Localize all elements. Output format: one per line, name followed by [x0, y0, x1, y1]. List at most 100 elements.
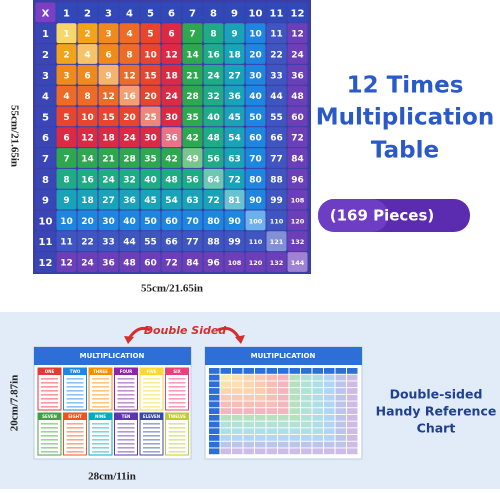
mini-cell — [255, 401, 266, 408]
product: 15 — [144, 71, 157, 81]
product: 7 — [63, 155, 69, 165]
mini-line — [66, 394, 84, 396]
header-cell — [287, 2, 308, 23]
cell — [77, 168, 98, 189]
mini-cell — [289, 381, 300, 388]
row-label: 6 — [42, 133, 49, 144]
mini-cell — [209, 388, 220, 394]
mini-cell — [278, 408, 289, 414]
product: 4 — [63, 92, 69, 102]
cell — [56, 231, 77, 252]
product: 60 — [249, 134, 262, 144]
product: 90 — [228, 217, 241, 227]
title-line: Table — [371, 138, 439, 164]
mini-line — [117, 439, 135, 441]
product: 72 — [207, 196, 220, 206]
mini-cell — [266, 414, 277, 421]
mini-cell — [347, 441, 358, 448]
mini-line — [143, 398, 160, 400]
mini-cell — [324, 421, 335, 428]
arrow-head — [124, 336, 134, 344]
product: 40 — [249, 92, 262, 102]
cell — [98, 23, 119, 44]
product: 72 — [291, 134, 304, 144]
mini-table-label: NINE — [95, 414, 106, 419]
product: 48 — [291, 92, 304, 102]
cell — [119, 148, 140, 168]
row-header-cell — [35, 252, 56, 272]
product: 4 — [84, 51, 90, 61]
mini-line — [168, 390, 186, 392]
mini-cell — [243, 388, 254, 394]
mini-cell — [335, 448, 346, 455]
product: 24 — [81, 259, 94, 269]
mini-table-label: THREE — [93, 369, 108, 374]
mini-line — [66, 439, 84, 441]
mini-cell — [243, 421, 254, 428]
badge-shine — [318, 199, 388, 232]
mini-line — [168, 378, 186, 380]
product: 5 — [147, 30, 153, 40]
mini-cell — [232, 408, 243, 414]
mini-cell — [312, 428, 323, 435]
product: 63 — [228, 155, 241, 165]
mini-cell — [335, 394, 346, 401]
mini-cell — [312, 374, 323, 381]
product: 40 — [207, 113, 220, 123]
mini-cell — [289, 368, 300, 374]
cell — [119, 64, 140, 85]
product: 2 — [84, 30, 90, 40]
header-cell — [140, 2, 161, 23]
mini-line — [168, 427, 186, 429]
cell — [56, 23, 77, 44]
mini-line — [92, 423, 109, 425]
cell — [140, 210, 161, 231]
cell — [140, 106, 161, 127]
product: 55 — [270, 113, 283, 123]
cell — [98, 168, 119, 189]
mini-cell — [324, 388, 335, 394]
mini-cell — [347, 368, 358, 374]
card-front-body: ONE TWO THREE FOUR FIVE SIX SEVEN EIGHT NINE TEN E… — [37, 367, 189, 456]
mini-cell — [289, 448, 300, 455]
product: 84 — [186, 259, 199, 269]
mini-cell — [312, 448, 323, 455]
mini-table-label: FOUR — [120, 369, 132, 374]
product: 28 — [186, 92, 199, 102]
product: 36 — [102, 259, 115, 269]
cell — [266, 148, 287, 168]
cell — [119, 231, 140, 252]
card-header — [205, 347, 362, 365]
mini-line — [143, 443, 160, 445]
mini-cell — [301, 435, 312, 441]
product: 8 — [84, 92, 90, 102]
mini-cell — [312, 414, 323, 421]
mini-line — [41, 427, 58, 429]
mini-line — [66, 402, 84, 404]
product: 110 — [249, 238, 263, 246]
cell — [287, 23, 308, 44]
cell — [203, 168, 224, 189]
product: 16 — [123, 92, 136, 102]
mini-cell — [324, 394, 335, 401]
row-header-cell — [35, 210, 56, 231]
mini-line — [143, 427, 160, 429]
header-cell — [98, 2, 119, 23]
mini-line — [41, 386, 58, 388]
product: 60 — [165, 217, 178, 227]
mini-line — [143, 394, 160, 396]
cell — [77, 44, 98, 64]
mini-cell — [324, 441, 335, 448]
cell — [287, 64, 308, 85]
mini-cell — [278, 435, 289, 441]
diagonal-highlight — [203, 168, 224, 189]
product: 55 — [144, 238, 157, 248]
mini-cell — [220, 401, 231, 408]
mini-cell — [301, 394, 312, 401]
mini-line — [66, 406, 84, 408]
title-line: Multiplication — [316, 105, 494, 131]
mini-cell — [220, 408, 231, 414]
product: 49 — [186, 155, 199, 165]
mini-cell — [347, 401, 358, 408]
mini-line — [92, 431, 109, 433]
